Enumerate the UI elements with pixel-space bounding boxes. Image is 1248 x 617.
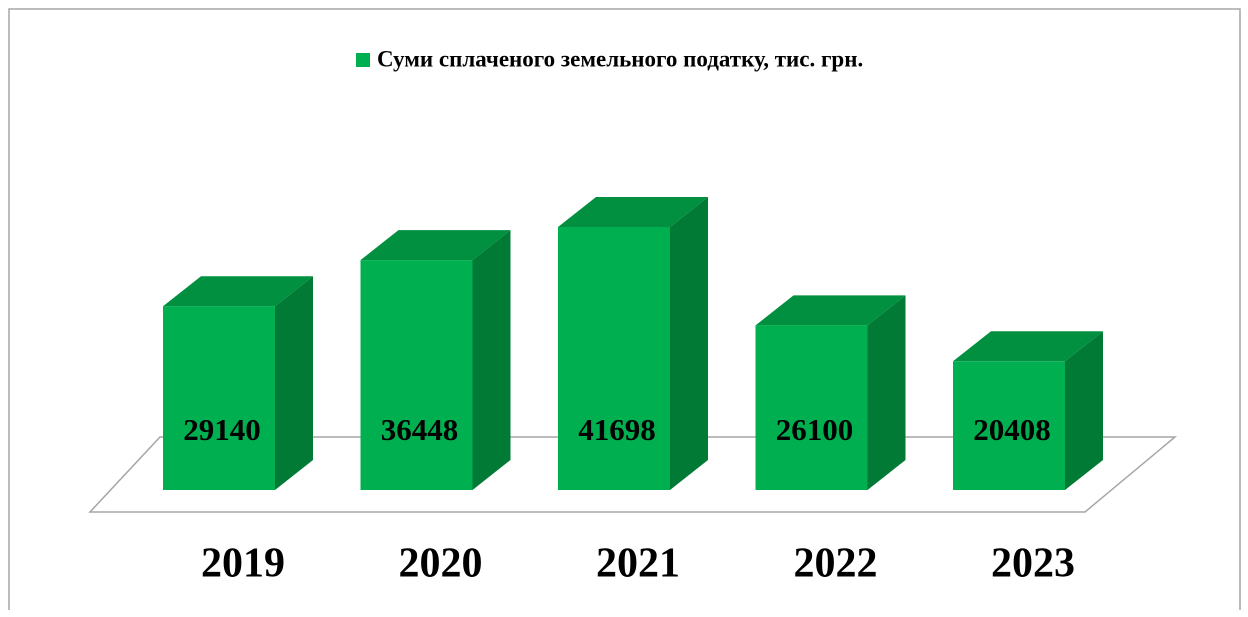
legend-label: Суми сплаченого земельного податку, тис.… (377, 46, 863, 71)
bar-top (953, 331, 1103, 362)
x-tick-label: 2022 (794, 541, 878, 587)
x-tick-label: 2019 (201, 541, 285, 587)
bar-top (360, 230, 511, 261)
bar (360, 260, 473, 490)
x-tick-label: 2020 (399, 541, 483, 587)
x-tick-label: 2023 (991, 541, 1075, 587)
data-label: 20408 (973, 412, 1051, 447)
legend-swatch (356, 53, 370, 67)
bar-top (755, 295, 906, 326)
x-tick-label: 2021 (596, 541, 680, 587)
bar-side (1065, 331, 1103, 490)
bar-top (558, 197, 708, 227)
bar-side (670, 197, 708, 490)
bar-side (472, 230, 511, 490)
bar (163, 306, 275, 490)
data-label: 36448 (381, 412, 459, 447)
bar-side (867, 295, 906, 490)
bar-side (275, 276, 313, 490)
chart-frame (8, 8, 1241, 610)
bar (755, 325, 868, 490)
data-label: 41698 (578, 412, 656, 447)
bar (558, 227, 670, 490)
bar-top (163, 276, 313, 307)
bar (953, 361, 1065, 490)
data-label: 26100 (776, 412, 854, 447)
data-label: 29140 (183, 412, 261, 447)
